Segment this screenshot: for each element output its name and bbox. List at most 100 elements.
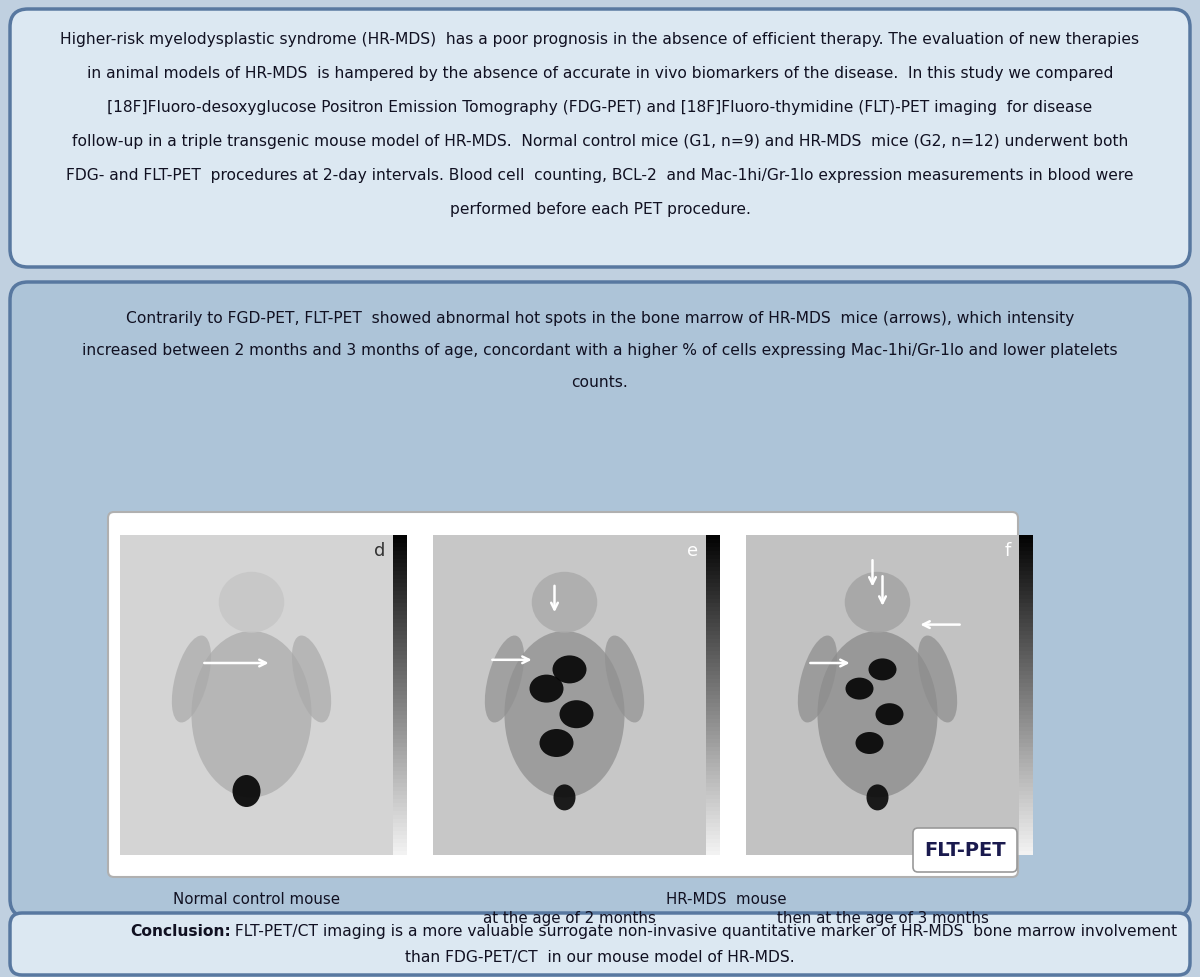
Bar bbox=[1019, 794, 1033, 799]
Bar bbox=[1019, 623, 1033, 627]
Bar bbox=[394, 559, 407, 564]
Bar bbox=[1019, 815, 1033, 819]
Bar bbox=[394, 599, 407, 604]
Bar bbox=[394, 563, 407, 568]
Bar bbox=[394, 699, 407, 703]
Bar bbox=[1019, 535, 1033, 539]
Ellipse shape bbox=[504, 631, 624, 797]
Bar bbox=[1019, 750, 1033, 755]
Bar bbox=[706, 563, 720, 568]
Bar bbox=[394, 639, 407, 643]
Bar bbox=[1019, 543, 1033, 547]
Bar bbox=[706, 842, 720, 847]
Bar bbox=[706, 715, 720, 719]
Ellipse shape bbox=[233, 775, 260, 807]
Bar bbox=[394, 790, 407, 795]
Bar bbox=[706, 754, 720, 759]
Bar bbox=[394, 830, 407, 835]
Ellipse shape bbox=[485, 636, 524, 723]
Bar bbox=[394, 618, 407, 623]
Bar bbox=[1019, 599, 1033, 604]
Bar bbox=[394, 842, 407, 847]
Bar bbox=[706, 798, 720, 803]
Bar bbox=[706, 790, 720, 795]
Bar bbox=[1019, 574, 1033, 579]
Bar bbox=[1019, 743, 1033, 747]
Bar bbox=[706, 695, 720, 700]
Bar bbox=[706, 739, 720, 743]
Bar bbox=[394, 607, 407, 612]
Bar bbox=[706, 607, 720, 612]
Bar bbox=[394, 723, 407, 727]
Bar bbox=[1019, 830, 1033, 835]
Bar bbox=[706, 655, 720, 659]
Bar bbox=[706, 815, 720, 819]
Bar bbox=[1019, 607, 1033, 612]
Bar bbox=[394, 571, 407, 575]
Bar bbox=[706, 631, 720, 635]
Text: performed before each PET procedure.: performed before each PET procedure. bbox=[450, 202, 750, 217]
Bar bbox=[394, 671, 407, 675]
Bar bbox=[394, 543, 407, 547]
Bar bbox=[394, 547, 407, 551]
Bar bbox=[1019, 547, 1033, 551]
Bar bbox=[706, 667, 720, 671]
Bar bbox=[394, 631, 407, 635]
Bar bbox=[706, 579, 720, 583]
Bar bbox=[706, 775, 720, 780]
Bar bbox=[394, 574, 407, 579]
Bar bbox=[706, 807, 720, 811]
Text: FLT-PET: FLT-PET bbox=[924, 840, 1006, 860]
Bar bbox=[394, 683, 407, 687]
Bar bbox=[394, 823, 407, 828]
Bar bbox=[394, 655, 407, 659]
Bar bbox=[394, 727, 407, 731]
Text: counts.: counts. bbox=[571, 374, 629, 390]
Bar bbox=[394, 567, 407, 572]
Bar bbox=[706, 647, 720, 652]
Text: Conclusion:: Conclusion: bbox=[130, 923, 230, 938]
Ellipse shape bbox=[798, 636, 838, 723]
Bar bbox=[1019, 723, 1033, 727]
Ellipse shape bbox=[605, 636, 644, 723]
Bar bbox=[1019, 706, 1033, 711]
Bar bbox=[706, 571, 720, 575]
Bar bbox=[706, 547, 720, 551]
Bar bbox=[706, 727, 720, 731]
Bar bbox=[1019, 783, 1033, 787]
Ellipse shape bbox=[540, 729, 574, 757]
Bar bbox=[1019, 611, 1033, 616]
Bar bbox=[394, 675, 407, 679]
Ellipse shape bbox=[532, 573, 598, 633]
Bar bbox=[394, 743, 407, 747]
Bar bbox=[394, 715, 407, 719]
Bar bbox=[394, 651, 407, 656]
Bar bbox=[394, 786, 407, 791]
Text: [18F]Fluoro-desoxyglucose Positron Emission Tomography (FDG-PET) and [18F]Fluoro: [18F]Fluoro-desoxyglucose Positron Emiss… bbox=[107, 100, 1093, 115]
Bar bbox=[394, 798, 407, 803]
Ellipse shape bbox=[856, 732, 883, 754]
Bar bbox=[706, 583, 720, 587]
Text: increased between 2 months and 3 months of age, concordant with a higher % of ce: increased between 2 months and 3 months … bbox=[82, 343, 1118, 358]
Bar bbox=[1019, 631, 1033, 635]
Bar bbox=[394, 739, 407, 743]
Bar bbox=[394, 615, 407, 619]
Bar bbox=[706, 823, 720, 828]
Bar bbox=[394, 811, 407, 815]
Bar bbox=[394, 794, 407, 799]
Bar bbox=[1019, 675, 1033, 679]
Bar bbox=[394, 603, 407, 608]
Bar bbox=[706, 599, 720, 604]
Bar bbox=[706, 662, 720, 667]
Bar bbox=[706, 723, 720, 727]
Bar bbox=[394, 719, 407, 723]
Bar bbox=[394, 847, 407, 851]
Bar bbox=[706, 539, 720, 543]
Bar bbox=[1019, 763, 1033, 767]
Bar bbox=[706, 691, 720, 696]
Bar bbox=[394, 763, 407, 767]
Bar bbox=[394, 775, 407, 780]
Bar bbox=[706, 759, 720, 763]
Bar bbox=[394, 702, 407, 707]
Bar bbox=[1019, 719, 1033, 723]
